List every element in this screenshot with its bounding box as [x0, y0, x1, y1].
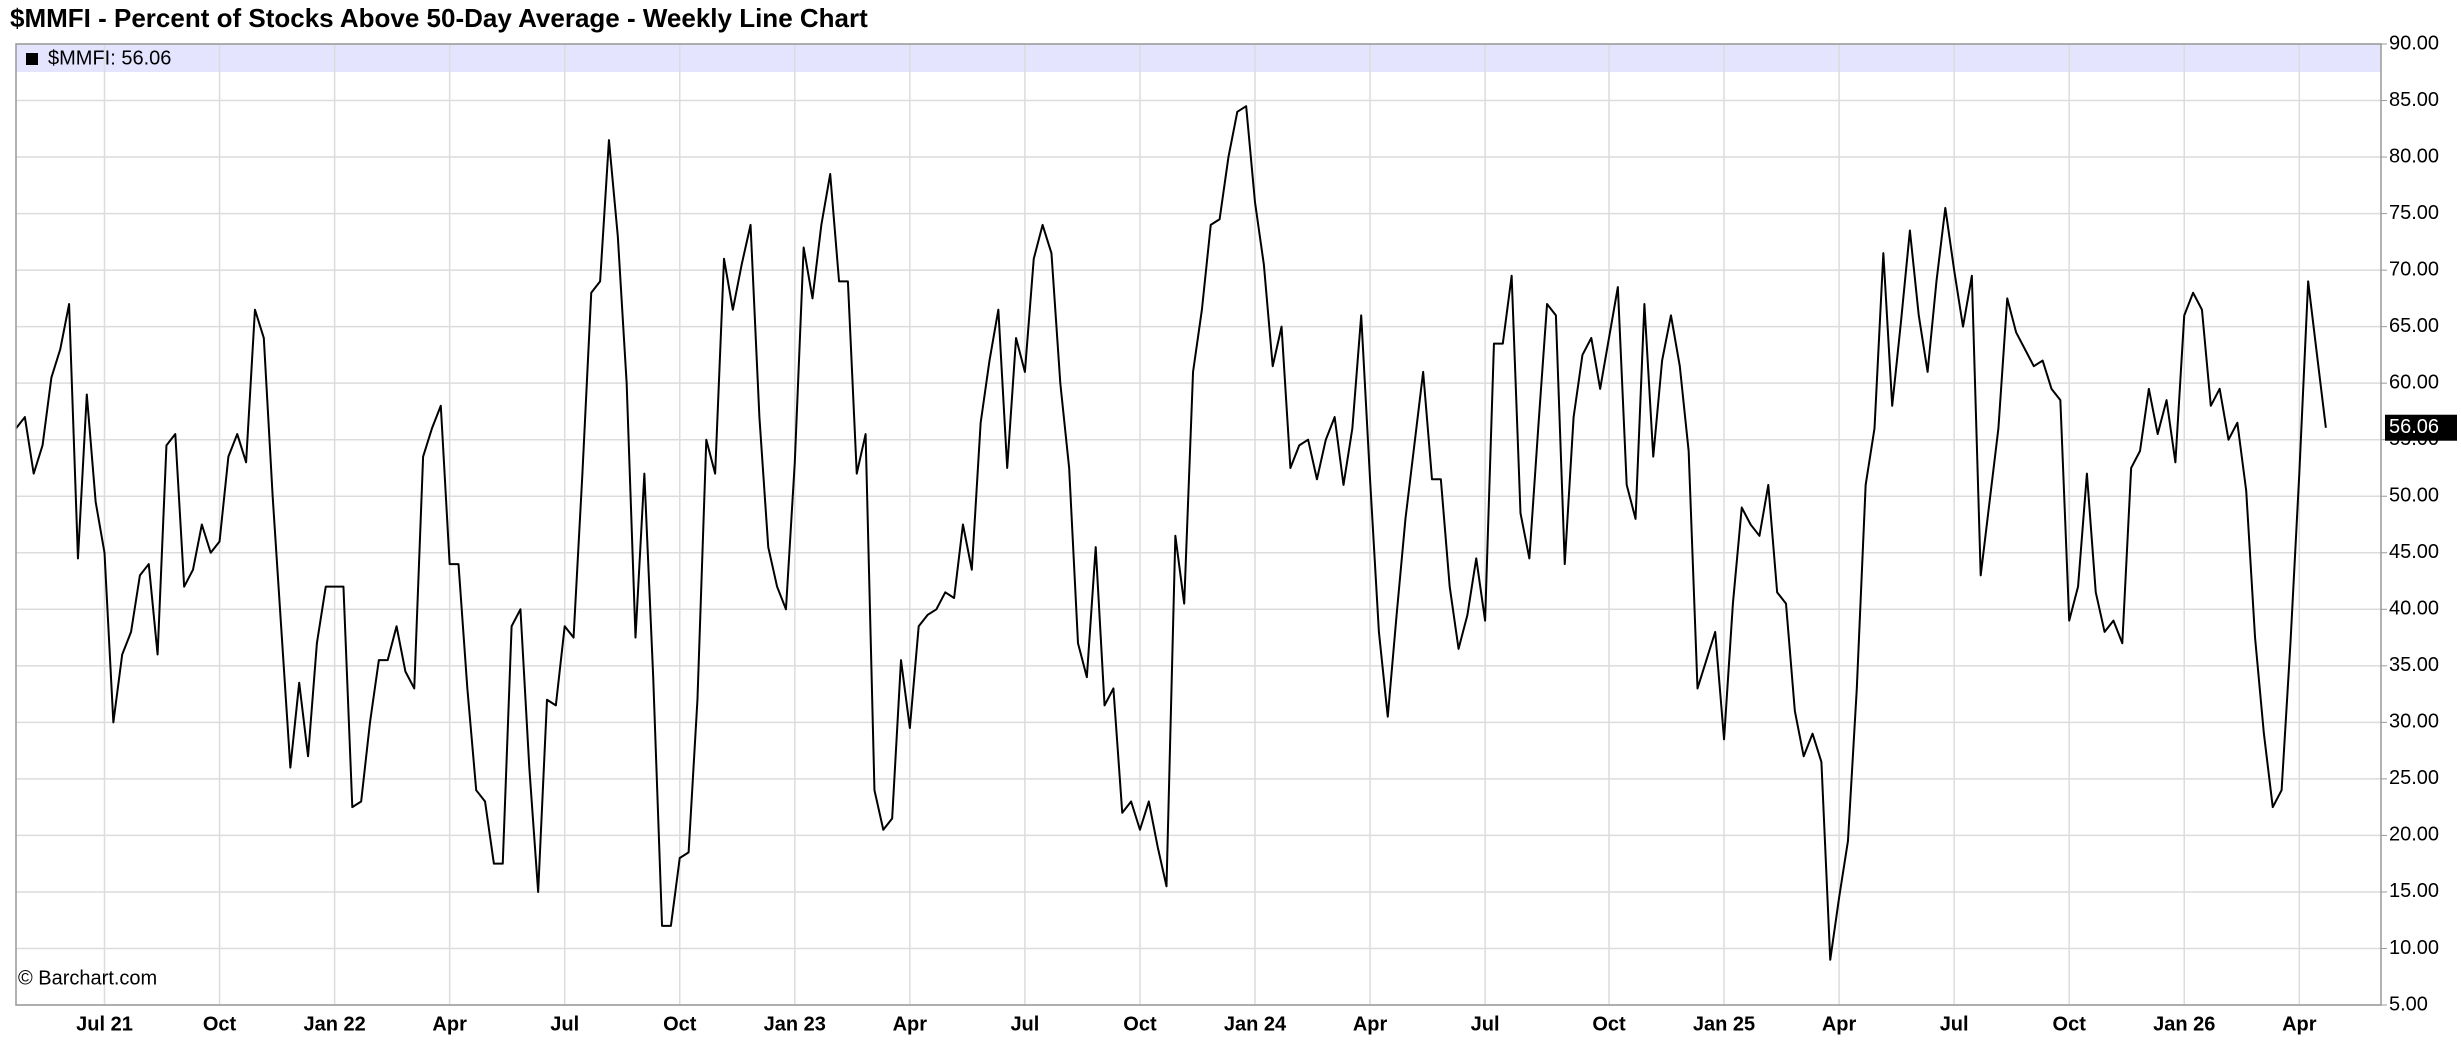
credit: © Barchart.com	[18, 967, 157, 989]
grid	[16, 43, 2381, 1006]
x-tick-label: Jul 21	[76, 1013, 133, 1035]
x-tick-label: Apr	[1822, 1013, 1857, 1035]
y-tick-label: 40.00	[2389, 598, 2439, 620]
x-tick-label: Jan 26	[2153, 1013, 2215, 1035]
series-line	[15, 105, 2327, 961]
last-value-box	[2385, 414, 2457, 441]
plot	[15, 105, 2327, 961]
y-tick-label: 50.00	[2389, 485, 2439, 507]
x-tick-label: Jul	[550, 1013, 579, 1035]
x-tick-label: Jan 24	[1224, 1013, 1287, 1035]
x-tick-label: Jul	[1940, 1013, 1969, 1035]
plot-frame	[15, 43, 2382, 1006]
y-tick-label: 10.00	[2389, 937, 2439, 959]
y-tick-label: 35.00	[2389, 654, 2439, 676]
x-tick-label: Apr	[893, 1013, 928, 1035]
y-tick-label: 45.00	[2389, 541, 2439, 563]
y-tick-label: 70.00	[2389, 258, 2439, 280]
y-tick-label: 75.00	[2389, 202, 2439, 224]
y-tick-label: 60.00	[2389, 371, 2439, 393]
last-value-label: 56.06	[2389, 416, 2439, 438]
y-tick-label: 25.00	[2389, 767, 2439, 789]
x-tick-label: Oct	[203, 1013, 237, 1035]
legend-label: $MMFI: 56.06	[48, 47, 171, 69]
y-tick-label: 80.00	[2389, 145, 2439, 167]
x-tick-label: Jul	[1010, 1013, 1039, 1035]
y-tick-label: 5.00	[2389, 993, 2428, 1015]
x-tick-label: Apr	[1353, 1013, 1388, 1035]
y-tick-label: 15.00	[2389, 880, 2439, 902]
legend-band	[16, 44, 2381, 72]
x-tick-label: Jan 25	[1693, 1013, 1755, 1035]
y-tick-label: 85.00	[2389, 89, 2439, 111]
y-tick-label: 65.00	[2389, 315, 2439, 337]
x-tick-label: Jan 23	[764, 1013, 826, 1035]
x-tick-label: Oct	[663, 1013, 697, 1035]
y-tick-label: 30.00	[2389, 711, 2439, 733]
x-tick-label: Oct	[1123, 1013, 1157, 1035]
legend-swatch	[26, 53, 38, 65]
x-tick-label: Oct	[2053, 1013, 2087, 1035]
x-tick-label: Jul	[1471, 1013, 1500, 1035]
x-tick-label: Oct	[1592, 1013, 1626, 1035]
x-tick-label: Jan 22	[303, 1013, 365, 1035]
chart-title: $MMFI - Percent of Stocks Above 50-Day A…	[10, 3, 868, 33]
x-tick-label: Apr	[432, 1013, 467, 1035]
y-tick-label: 90.00	[2389, 32, 2439, 54]
x-tick-label: Apr	[2282, 1013, 2317, 1035]
y-tick-label: 20.00	[2389, 824, 2439, 846]
